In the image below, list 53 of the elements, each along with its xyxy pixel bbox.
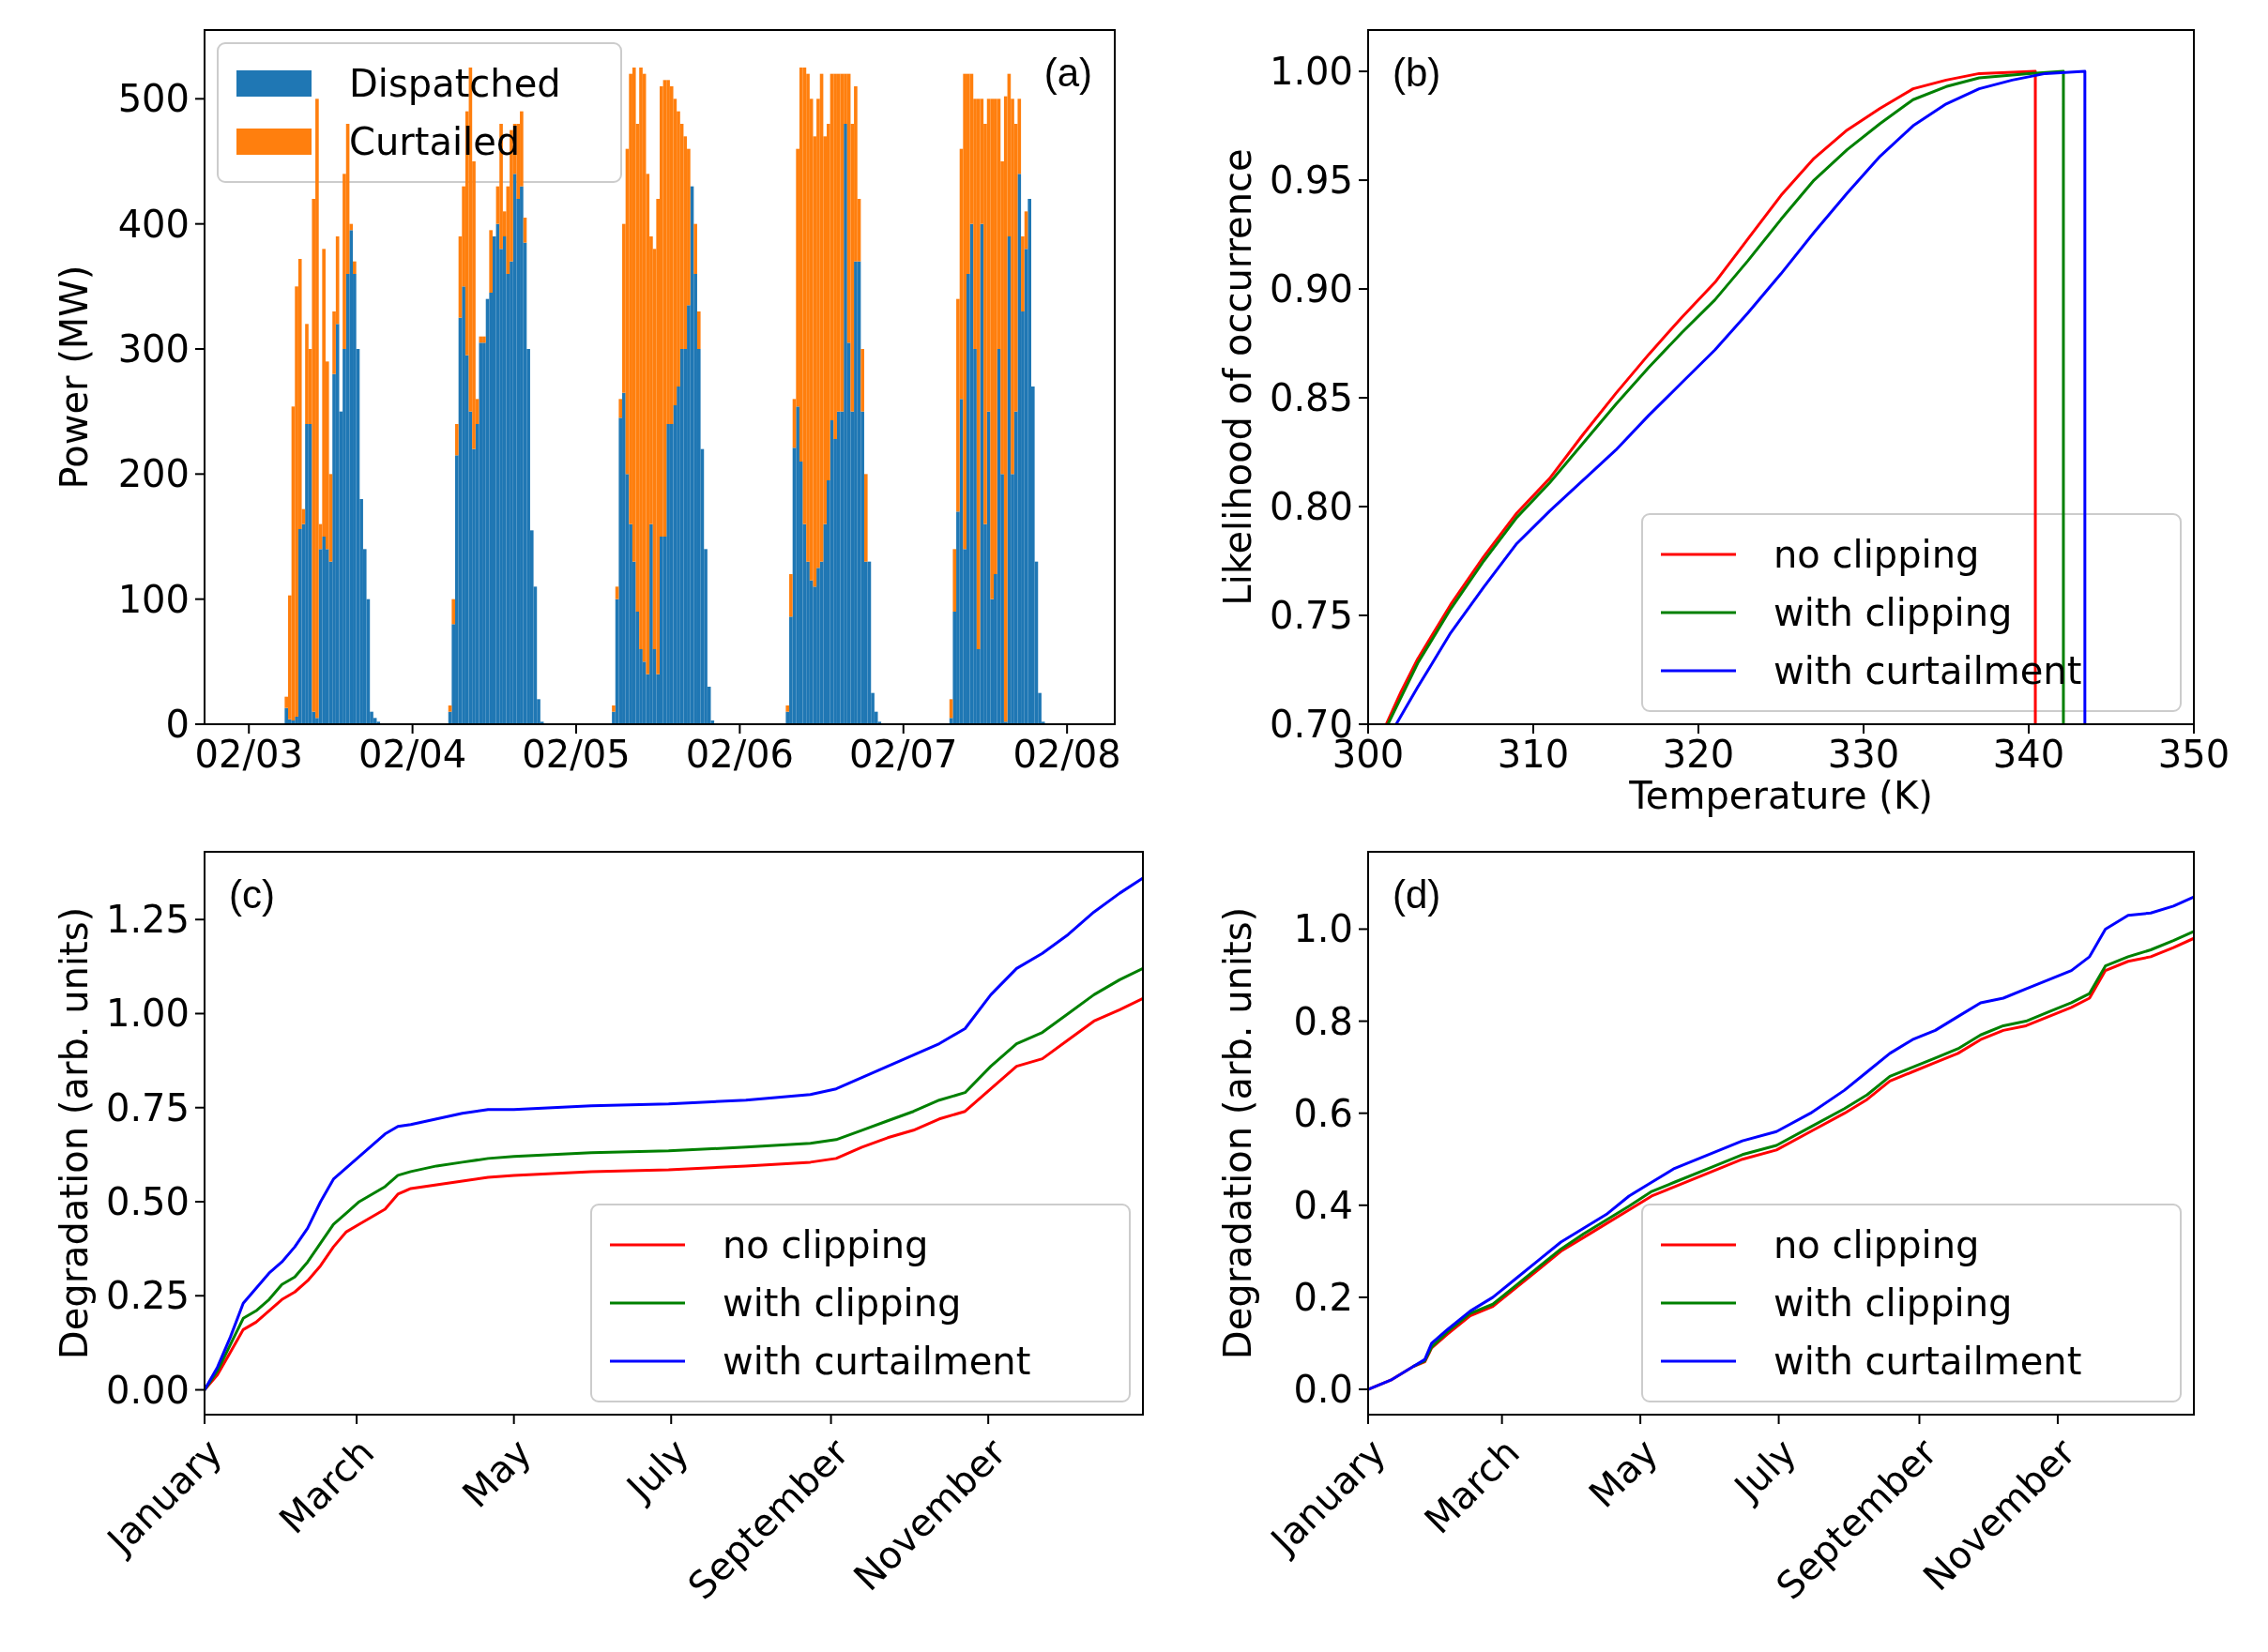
x-tick-label: 02/06 <box>685 732 795 776</box>
y-tick-label: 200 <box>117 452 190 496</box>
y-tick-label: 0.0 <box>1293 1368 1353 1412</box>
y-tick-label: 0.25 <box>105 1274 190 1318</box>
legend-label: with clipping <box>1773 1281 2013 1325</box>
legend-label: with clipping <box>723 1281 962 1325</box>
y-tick-label: 0.00 <box>105 1368 190 1412</box>
annotation: (d) <box>1393 872 1441 917</box>
x-tick-label: 02/03 <box>194 732 303 776</box>
y-tick-label: 500 <box>117 77 190 121</box>
y-tick-label: 0.75 <box>105 1085 190 1129</box>
y-tick-label: 0.95 <box>1269 159 1353 203</box>
y-tick-label: 0.2 <box>1293 1275 1353 1319</box>
y-tick-label: 0.4 <box>1293 1183 1353 1227</box>
y-axis-title: Degradation (arb. units) <box>1216 906 1259 1360</box>
y-tick-label: 300 <box>117 327 190 371</box>
y-tick-label: 0.8 <box>1293 999 1353 1043</box>
legend-label: with curtailment <box>1773 1340 2082 1383</box>
x-tick-label: 02/05 <box>522 732 631 776</box>
y-tick-label: 0 <box>165 703 190 746</box>
x-tick-label: 350 <box>2157 732 2230 776</box>
y-tick-label: 0.90 <box>1269 267 1353 311</box>
annotation: (b) <box>1393 51 1441 96</box>
x-tick-label: 02/04 <box>358 732 467 776</box>
x-tick-label: 340 <box>1992 732 2065 776</box>
y-tick-label: 100 <box>117 577 190 621</box>
y-axis-title: Likelihood of occurrence <box>1216 148 1259 606</box>
y-tick-label: 1.00 <box>105 992 190 1036</box>
annotation: (c) <box>229 872 275 917</box>
y-tick-label: 0.50 <box>105 1179 190 1223</box>
annotation: (a) <box>1043 51 1092 96</box>
legend-label: no clipping <box>723 1223 929 1266</box>
line-series <box>205 876 1143 1392</box>
x-tick-label: 02/07 <box>849 732 958 776</box>
x-tick-label: 310 <box>1497 732 1570 776</box>
legend-label: no clipping <box>1773 1223 1980 1266</box>
y-tick-label: 0.85 <box>1269 376 1353 420</box>
y-tick-label: 1.00 <box>1269 50 1353 94</box>
legend-label: no clipping <box>1773 533 1980 576</box>
y-tick-label: 0.6 <box>1293 1091 1353 1135</box>
y-tick-label: 400 <box>117 202 190 246</box>
x-tick-label: 02/08 <box>1012 732 1121 776</box>
x-tick-label: 320 <box>1662 732 1735 776</box>
y-axis-title: Power (MW) <box>53 265 96 490</box>
y-tick-label: 0.75 <box>1269 594 1353 638</box>
y-tick-label: 0.80 <box>1269 485 1353 529</box>
legend-label: with curtailment <box>723 1340 1031 1383</box>
y-tick-label: 1.25 <box>105 898 190 942</box>
x-axis-title: Temperature (K) <box>1628 774 1933 817</box>
y-axis-title: Degradation (arb. units) <box>53 906 96 1360</box>
legend-label: with clipping <box>1773 591 2013 634</box>
x-tick-label: 330 <box>1827 732 1900 776</box>
y-tick-label: 1.0 <box>1293 907 1353 951</box>
